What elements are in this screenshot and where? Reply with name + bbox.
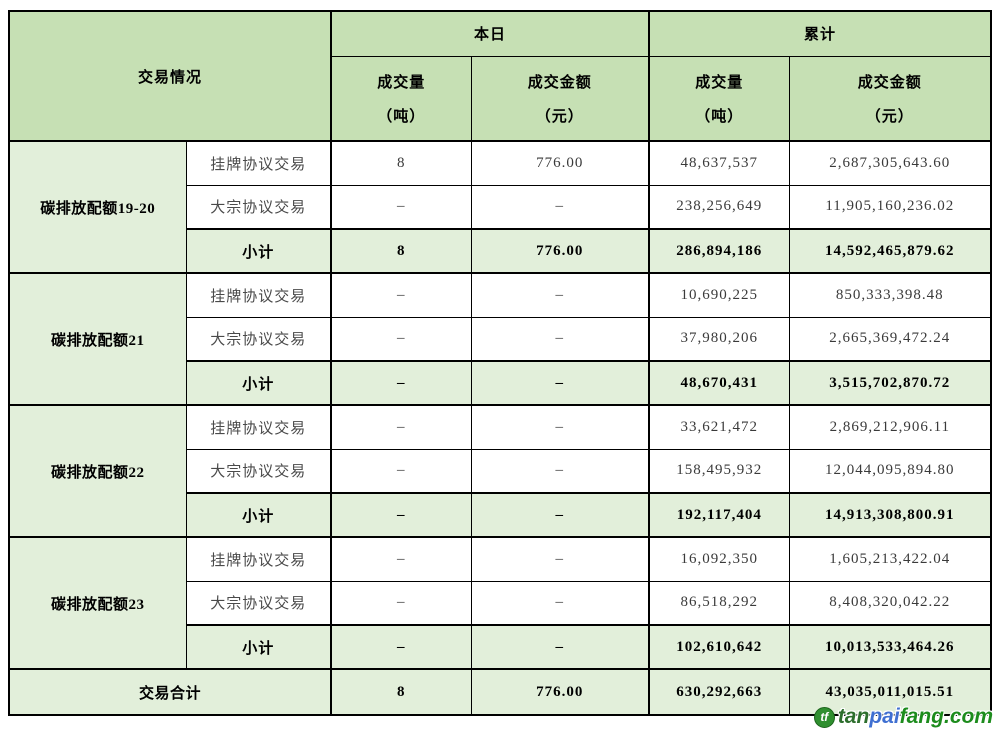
- row-label: 挂牌协议交易: [185, 272, 332, 318]
- group-label: 碳排放配额23: [8, 536, 187, 670]
- cell-today-amount: –: [470, 272, 650, 318]
- row-label: 挂牌协议交易: [185, 536, 332, 582]
- row-label: 大宗协议交易: [185, 580, 332, 626]
- cell-today-amount: –: [470, 580, 650, 626]
- logo-text-fang: fang.com: [899, 705, 993, 728]
- cell-today-amount: –: [470, 448, 650, 494]
- cell-cum-amount: 2,687,305,643.60: [788, 140, 992, 186]
- group-label: 碳排放配额21: [8, 272, 187, 406]
- header-cumulative: 累计: [648, 10, 992, 57]
- cell-today-volume: –: [330, 580, 472, 626]
- subtotal-today-volume: 8: [330, 228, 472, 274]
- cell-cum-amount: 2,665,369,472.24: [788, 316, 992, 362]
- header-today-volume: 成交量 （吨）: [330, 55, 472, 142]
- cell-today-amount: 776.00: [470, 140, 650, 186]
- subtotal-cum-amount: 14,913,308,800.91: [788, 492, 992, 538]
- cell-cum-volume: 238,256,649: [648, 184, 790, 230]
- subtotal-today-amount: –: [470, 624, 650, 670]
- cell-cum-volume: 16,092,350: [648, 536, 790, 582]
- cell-cum-amount: 2,869,212,906.11: [788, 404, 992, 450]
- cell-cum-volume: 37,980,206: [648, 316, 790, 362]
- cell-cum-amount: 8,408,320,042.22: [788, 580, 992, 626]
- cell-today-volume: –: [330, 184, 472, 230]
- cell-cum-volume: 10,690,225: [648, 272, 790, 318]
- cell-today-amount: –: [470, 404, 650, 450]
- total-today-volume: 8: [330, 668, 472, 716]
- row-label: 挂牌协议交易: [185, 404, 332, 450]
- cell-cum-volume: 86,518,292: [648, 580, 790, 626]
- cell-cum-volume: 158,495,932: [648, 448, 790, 494]
- logo-text-tan: tan: [837, 705, 870, 728]
- cell-today-volume: 8: [330, 140, 472, 186]
- header-volume-unit: （吨）: [695, 108, 744, 125]
- subtotal-cum-amount: 14,592,465,879.62: [788, 228, 992, 274]
- cell-today-volume: –: [330, 316, 472, 362]
- cell-today-amount: –: [470, 536, 650, 582]
- cell-today-volume: –: [330, 536, 472, 582]
- cell-today-volume: –: [330, 272, 472, 318]
- subtotal-label: 小计: [185, 492, 332, 538]
- tanpaifang-logo-text: tanpaifang.com: [838, 705, 993, 729]
- row-label: 大宗协议交易: [185, 184, 332, 230]
- header-volume-label: 成交量: [377, 74, 426, 91]
- header-today: 本日: [330, 10, 650, 57]
- cell-today-volume: –: [330, 404, 472, 450]
- cell-cum-amount: 850,333,398.48: [788, 272, 992, 318]
- total-today-amount: 776.00: [470, 668, 650, 716]
- row-label: 大宗协议交易: [185, 448, 332, 494]
- subtotal-today-volume: –: [330, 492, 472, 538]
- header-volume-unit: （吨）: [377, 108, 426, 125]
- total-label: 交易合计: [8, 668, 332, 716]
- subtotal-cum-volume: 192,117,404: [648, 492, 790, 538]
- subtotal-today-amount: –: [470, 360, 650, 406]
- header-today-amount: 成交金额 （元）: [470, 55, 650, 142]
- subtotal-label: 小计: [185, 624, 332, 670]
- subtotal-today-volume: –: [330, 624, 472, 670]
- header-volume-label: 成交量: [695, 74, 744, 91]
- group-label: 碳排放配额19-20: [8, 140, 187, 274]
- subtotal-cum-volume: 286,894,186: [648, 228, 790, 274]
- tanpaifang-logo-icon: tf: [813, 706, 835, 728]
- cell-today-volume: –: [330, 448, 472, 494]
- cell-cum-amount: 1,605,213,422.04: [788, 536, 992, 582]
- subtotal-today-volume: –: [330, 360, 472, 406]
- subtotal-cum-amount: 10,013,533,464.26: [788, 624, 992, 670]
- header-amount-label: 成交金额: [857, 74, 922, 91]
- total-cum-volume: 630,292,663: [648, 668, 790, 716]
- cell-cum-amount: 11,905,160,236.02: [788, 184, 992, 230]
- header-cum-volume: 成交量 （吨）: [648, 55, 790, 142]
- subtotal-today-amount: 776.00: [470, 228, 650, 274]
- subtotal-today-amount: –: [470, 492, 650, 538]
- carbon-trading-table: 交易情况 本日 累计 成交量 （吨） 成交金额 （元） 成交量 （吨） 成交金额…: [8, 10, 993, 716]
- subtotal-cum-amount: 3,515,702,870.72: [788, 360, 992, 406]
- subtotal-cum-volume: 48,670,431: [648, 360, 790, 406]
- subtotal-label: 小计: [185, 360, 332, 406]
- cell-today-amount: –: [470, 316, 650, 362]
- logo-text-pai: pai: [869, 705, 900, 728]
- header-amount-unit: （元）: [535, 108, 584, 125]
- header-cum-amount: 成交金额 （元）: [788, 55, 992, 142]
- header-trade-situation: 交易情况: [8, 10, 332, 142]
- group-label: 碳排放配额22: [8, 404, 187, 538]
- header-amount-unit: （元）: [865, 108, 914, 125]
- header-amount-label: 成交金额: [527, 74, 592, 91]
- row-label: 挂牌协议交易: [185, 140, 332, 186]
- cell-cum-volume: 48,637,537: [648, 140, 790, 186]
- cell-today-amount: –: [470, 184, 650, 230]
- cell-cum-amount: 12,044,095,894.80: [788, 448, 992, 494]
- row-label: 大宗协议交易: [185, 316, 332, 362]
- tanpaifang-watermark: tf tanpaifang.com: [813, 705, 993, 729]
- subtotal-label: 小计: [185, 228, 332, 274]
- subtotal-cum-volume: 102,610,642: [648, 624, 790, 670]
- cell-cum-volume: 33,621,472: [648, 404, 790, 450]
